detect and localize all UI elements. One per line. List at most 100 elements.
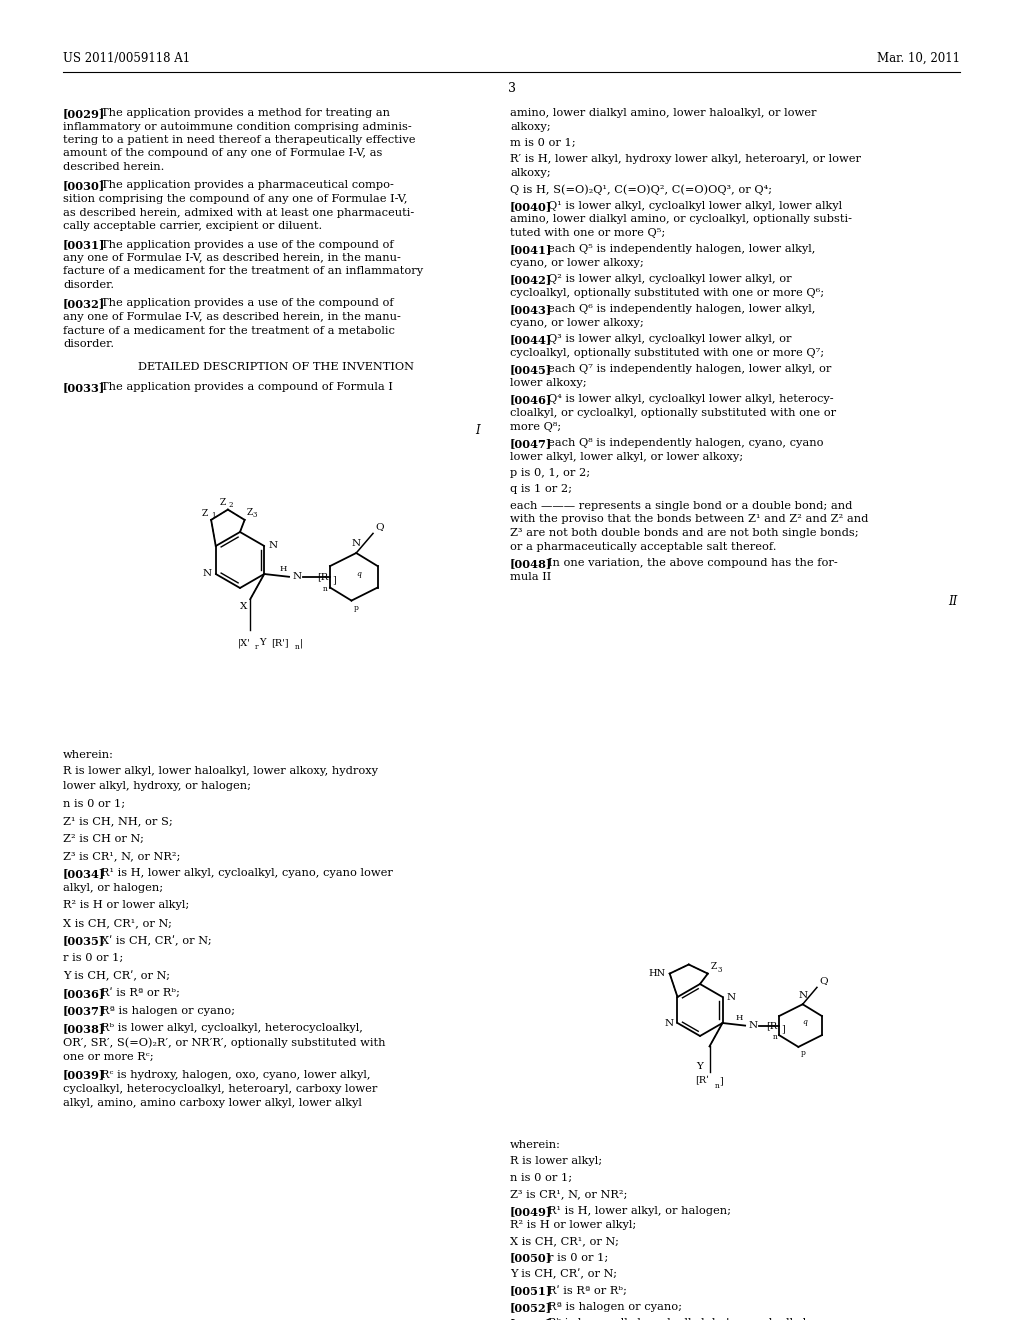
Text: R² is H or lower alkyl;: R² is H or lower alkyl;: [63, 900, 189, 911]
Text: r is 0 or 1;: r is 0 or 1;: [63, 953, 123, 964]
Text: [0047]: [0047]: [510, 438, 552, 449]
Text: n: n: [295, 643, 300, 651]
Text: Q: Q: [819, 977, 827, 985]
Text: one or more Rᶜ;: one or more Rᶜ;: [63, 1052, 154, 1063]
Text: r: r: [255, 643, 259, 651]
Text: Z: Z: [219, 498, 226, 507]
Text: Y is CH, CRʹ, or N;: Y is CH, CRʹ, or N;: [510, 1269, 617, 1279]
Text: Rᵇ is lower alkyl, cycloalkyl, heterocycloalkyl,: Rᵇ is lower alkyl, cycloalkyl, heterocyc…: [548, 1319, 810, 1320]
Text: [R: [R: [766, 1022, 777, 1030]
Text: lower alkyl, hydroxy, or halogen;: lower alkyl, hydroxy, or halogen;: [63, 781, 251, 791]
Text: amount of the compound of any one of Formulae I-V, as: amount of the compound of any one of For…: [63, 149, 382, 158]
Text: cyano, or lower alkoxy;: cyano, or lower alkoxy;: [510, 318, 644, 327]
Text: 2: 2: [229, 500, 233, 508]
Text: Rʹ is Rª or Rᵇ;: Rʹ is Rª or Rᵇ;: [548, 1286, 627, 1295]
Text: facture of a medicament for the treatment of a metabolic: facture of a medicament for the treatmen…: [63, 326, 395, 335]
Text: Z³ are not both double bonds and are not both single bonds;: Z³ are not both double bonds and are not…: [510, 528, 859, 539]
Text: The application provides a pharmaceutical compo-: The application provides a pharmaceutica…: [101, 181, 394, 190]
Text: n is 0 or 1;: n is 0 or 1;: [63, 799, 125, 808]
Text: |X': |X': [239, 638, 251, 648]
Text: Q¹ is lower alkyl, cycloalkyl lower alkyl, lower alkyl: Q¹ is lower alkyl, cycloalkyl lower alky…: [548, 201, 842, 211]
Text: N: N: [268, 541, 278, 550]
Text: amino, lower dialkyl amino, lower haloalkyl, or lower: amino, lower dialkyl amino, lower haloal…: [510, 108, 816, 117]
Text: US 2011/0059118 A1: US 2011/0059118 A1: [63, 51, 190, 65]
Text: ]: ]: [332, 576, 336, 585]
Text: Rª is halogen or cyano;: Rª is halogen or cyano;: [101, 1006, 234, 1015]
Text: N: N: [203, 569, 212, 578]
Text: lower alkoxy;: lower alkoxy;: [510, 378, 587, 388]
Text: p is 0, 1, or 2;: p is 0, 1, or 2;: [510, 469, 590, 478]
Text: cycloalkyl, heterocycloalkyl, heteroaryl, carboxy lower: cycloalkyl, heterocycloalkyl, heteroaryl…: [63, 1084, 378, 1094]
Text: each ——— represents a single bond or a double bond; and: each ——— represents a single bond or a d…: [510, 502, 852, 511]
Text: H: H: [735, 1014, 743, 1022]
Text: [R']: [R']: [271, 638, 289, 647]
Text: wherein:: wherein:: [63, 750, 114, 760]
Text: tering to a patient in need thereof a therapeutically effective: tering to a patient in need thereof a th…: [63, 135, 416, 145]
Text: |: |: [300, 638, 303, 648]
Text: I: I: [475, 424, 479, 437]
Text: ]: ]: [781, 1024, 785, 1034]
Text: Q⁴ is lower alkyl, cycloalkyl lower alkyl, heterocy-: Q⁴ is lower alkyl, cycloalkyl lower alky…: [548, 395, 834, 404]
Text: N: N: [798, 991, 807, 1001]
Text: 1: 1: [211, 512, 216, 520]
Text: [0040]: [0040]: [510, 201, 552, 213]
Text: X: X: [240, 602, 247, 611]
Text: The application provides a use of the compound of: The application provides a use of the co…: [101, 298, 393, 309]
Text: R is lower alkyl, lower haloalkyl, lower alkoxy, hydroxy: R is lower alkyl, lower haloalkyl, lower…: [63, 767, 378, 776]
Text: facture of a medicament for the treatment of an inflammatory: facture of a medicament for the treatmen…: [63, 267, 423, 276]
Text: [R: [R: [316, 573, 328, 581]
Text: n: n: [772, 1032, 777, 1040]
Text: [0045]: [0045]: [510, 364, 552, 375]
Text: alkyl, amino, amino carboxy lower alkyl, lower alkyl: alkyl, amino, amino carboxy lower alkyl,…: [63, 1098, 361, 1109]
Text: Z³ is CR¹, N, or NR²;: Z³ is CR¹, N, or NR²;: [63, 851, 180, 861]
Text: R² is H or lower alkyl;: R² is H or lower alkyl;: [510, 1220, 636, 1229]
Text: Xʹ is CH, CRʹ, or N;: Xʹ is CH, CRʹ, or N;: [101, 936, 212, 946]
Text: [0049]: [0049]: [510, 1206, 552, 1217]
Text: [0041]: [0041]: [510, 244, 552, 256]
Text: each Q⁸ is independently halogen, cyano, cyano: each Q⁸ is independently halogen, cyano,…: [548, 438, 823, 447]
Text: [0032]: [0032]: [63, 298, 105, 309]
Text: wherein:: wherein:: [510, 1140, 561, 1150]
Text: Q: Q: [375, 523, 384, 532]
Text: Z² is CH or N;: Z² is CH or N;: [63, 833, 144, 843]
Text: R¹ is H, lower alkyl, cycloalkyl, cyano, cyano lower: R¹ is H, lower alkyl, cycloalkyl, cyano,…: [101, 869, 393, 879]
Text: as described herein, admixed with at least one pharmaceuti-: as described herein, admixed with at lea…: [63, 207, 415, 218]
Text: Rᵇ is lower alkyl, cycloalkyl, heterocycloalkyl,: Rᵇ is lower alkyl, cycloalkyl, heterocyc…: [101, 1023, 362, 1034]
Text: mula II: mula II: [510, 572, 551, 582]
Text: Q³ is lower alkyl, cycloalkyl lower alkyl, or: Q³ is lower alkyl, cycloalkyl lower alky…: [548, 334, 792, 345]
Text: described herein.: described herein.: [63, 162, 165, 172]
Text: R′ is H, lower alkyl, hydroxy lower alkyl, heteroaryl, or lower: R′ is H, lower alkyl, hydroxy lower alky…: [510, 154, 861, 165]
Text: n: n: [324, 585, 328, 593]
Text: alkoxy;: alkoxy;: [510, 121, 551, 132]
Text: [0039]: [0039]: [63, 1069, 105, 1081]
Text: Z¹ is CH, NH, or S;: Z¹ is CH, NH, or S;: [63, 816, 173, 826]
Text: [0029]: [0029]: [63, 108, 105, 119]
Text: X is CH, CR¹, or N;: X is CH, CR¹, or N;: [510, 1236, 618, 1246]
Text: lower alkyl, lower alkyl, or lower alkoxy;: lower alkyl, lower alkyl, or lower alkox…: [510, 451, 743, 462]
Text: X is CH, CR¹, or N;: X is CH, CR¹, or N;: [63, 917, 172, 928]
Text: Y is CH, CRʹ, or N;: Y is CH, CRʹ, or N;: [63, 970, 170, 981]
Text: Mar. 10, 2011: Mar. 10, 2011: [877, 51, 961, 65]
Text: [0043]: [0043]: [510, 305, 552, 315]
Text: Z: Z: [247, 508, 253, 517]
Text: HN: HN: [648, 969, 666, 978]
Text: cyano, or lower alkoxy;: cyano, or lower alkoxy;: [510, 257, 644, 268]
Text: R¹ is H, lower alkyl, or halogen;: R¹ is H, lower alkyl, or halogen;: [548, 1206, 731, 1216]
Text: [0048]: [0048]: [510, 558, 552, 569]
Text: sition comprising the compound of any one of Formulae I-V,: sition comprising the compound of any on…: [63, 194, 408, 205]
Text: cycloalkyl, optionally substituted with one or more Q⁶;: cycloalkyl, optionally substituted with …: [510, 288, 824, 298]
Text: p: p: [801, 1049, 805, 1057]
Text: 3: 3: [253, 511, 257, 519]
Text: or a pharmaceutically acceptable salt thereof.: or a pharmaceutically acceptable salt th…: [510, 541, 776, 552]
Text: q: q: [356, 570, 361, 578]
Text: amino, lower dialkyl amino, or cycloalkyl, optionally substi-: amino, lower dialkyl amino, or cycloalky…: [510, 214, 852, 224]
Text: with the proviso that the bonds between Z¹ and Z² and Z² and: with the proviso that the bonds between …: [510, 515, 868, 524]
Text: [0035]: [0035]: [63, 936, 105, 946]
Text: disorder.: disorder.: [63, 280, 114, 290]
Text: N: N: [665, 1019, 674, 1027]
Text: H: H: [280, 565, 287, 573]
Text: [0053]: [0053]: [510, 1319, 552, 1320]
Text: more Q⁸;: more Q⁸;: [510, 421, 561, 432]
Text: any one of Formulae I-V, as described herein, in the manu-: any one of Formulae I-V, as described he…: [63, 312, 400, 322]
Text: tuted with one or more Q⁵;: tuted with one or more Q⁵;: [510, 228, 666, 238]
